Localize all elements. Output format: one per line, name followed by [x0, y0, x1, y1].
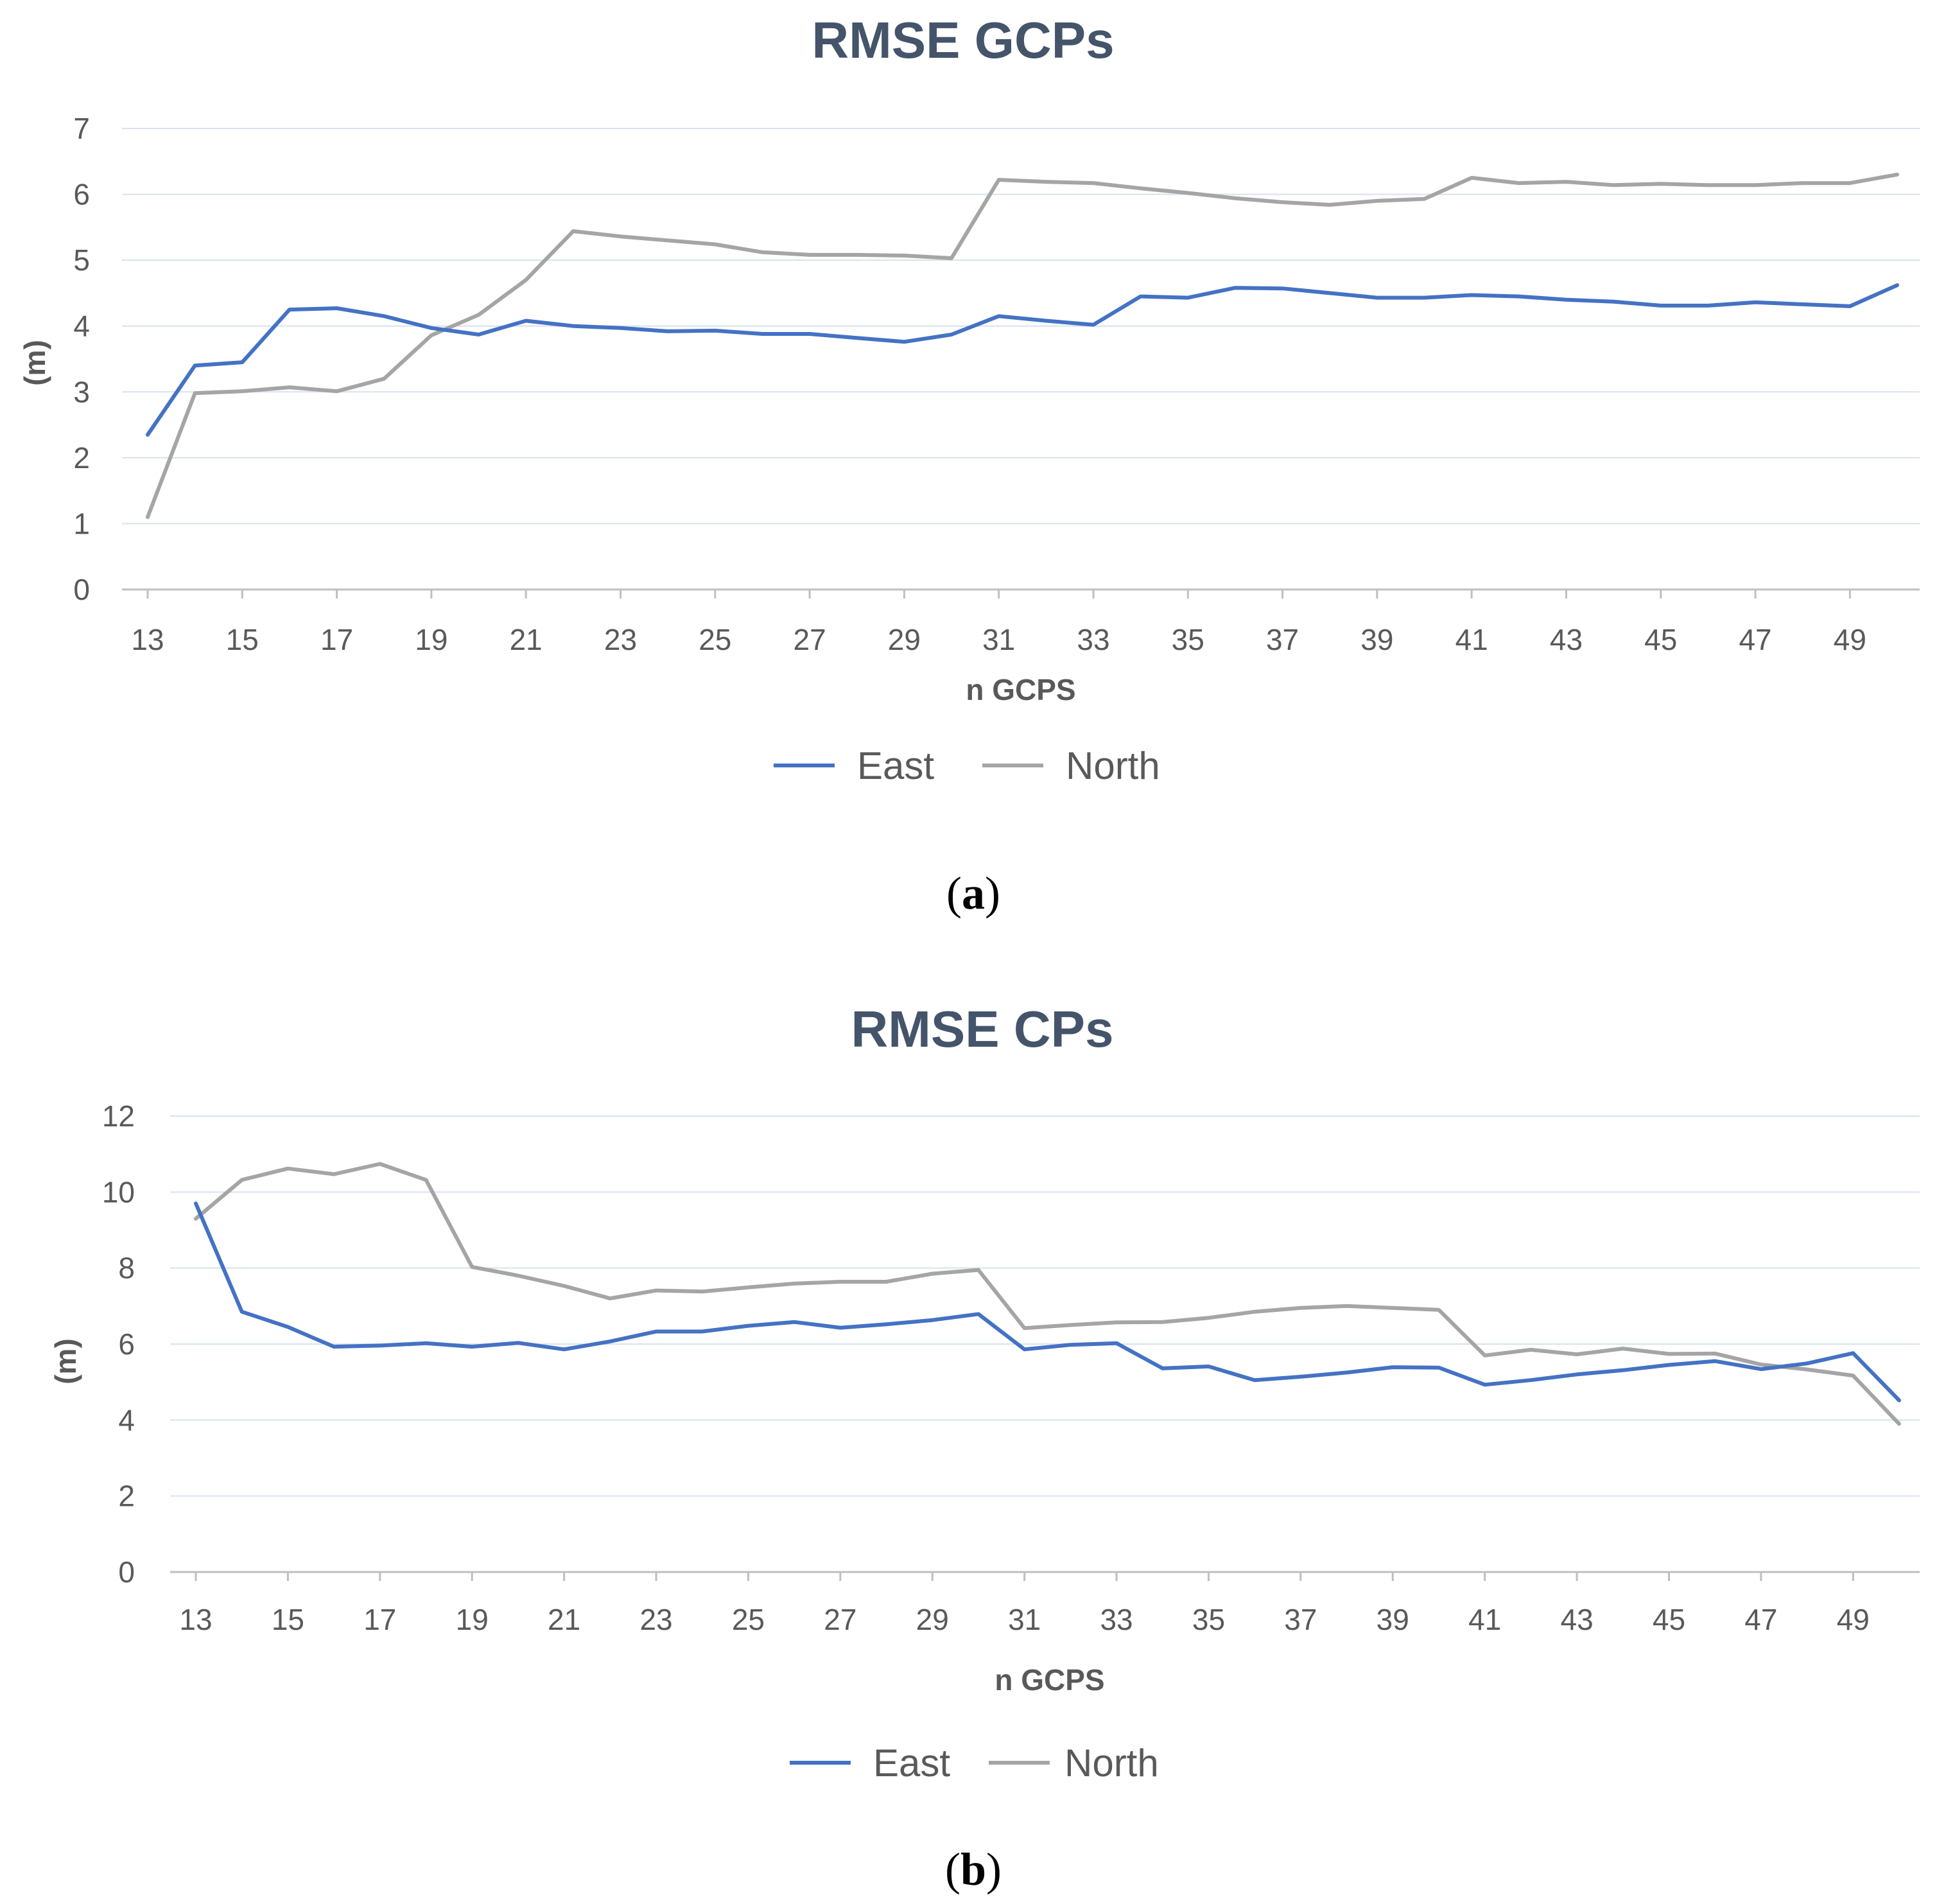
series-line-north: [146, 172, 1899, 520]
x-tick-label: 49: [1834, 623, 1866, 656]
y-tick-label: 7: [73, 112, 90, 145]
chart-title: RMSE GCPs: [812, 12, 1114, 69]
legend-label-north: North: [1064, 1742, 1159, 1785]
x-tick-label: 49: [1837, 1603, 1870, 1636]
x-tick-label: 47: [1744, 1603, 1777, 1636]
y-tick-label: 8: [118, 1252, 135, 1285]
y-tick-labels: 0 1 2 3 4 5 6 7: [73, 112, 90, 606]
series-lines: [146, 172, 1899, 520]
x-tick-label: 13: [131, 623, 164, 656]
y-tick-label: 0: [73, 573, 90, 606]
y-tick-label: 2: [118, 1480, 135, 1513]
x-tick-label: 19: [456, 1603, 489, 1636]
x-tick-label: 45: [1644, 623, 1677, 656]
x-tick-label: 23: [604, 623, 637, 656]
y-tick-label: 6: [118, 1327, 135, 1361]
legend-label-east: East: [873, 1742, 950, 1785]
x-tick-label: 37: [1284, 1603, 1317, 1636]
x-tick-label: 47: [1739, 623, 1771, 656]
y-tick-label: 4: [73, 310, 90, 343]
y-tick-label: 10: [102, 1175, 135, 1209]
panel-caption-a: (a): [946, 868, 1000, 919]
x-tick-label: 33: [1077, 623, 1109, 656]
y-tick-label: 3: [73, 375, 90, 408]
y-tick-label: 0: [118, 1555, 135, 1589]
chart-rmse-cps: RMSE CPs (m) 0 2 4 6 8 10 12 13 15 17 19 21 23 25 27 2…: [49, 1000, 1920, 1895]
series-lines: [194, 1162, 1901, 1426]
legend-label-east: East: [857, 744, 934, 787]
x-tick-label: 45: [1653, 1603, 1685, 1636]
x-tick-label: 39: [1377, 1603, 1409, 1636]
series-line-east: [146, 283, 1899, 437]
y-tick-label: 4: [118, 1403, 135, 1437]
caption-open: (: [945, 1844, 960, 1895]
x-axis-label: n GCPS: [995, 1663, 1104, 1697]
x-tick-labels: 13 15 17 19 21 23 25 27 29 31 33 35 37 39 41 43 45 47 49: [179, 1572, 1870, 1636]
x-tick-label: 35: [1172, 623, 1204, 656]
x-tick-label: 17: [363, 1603, 396, 1636]
x-tick-label: 19: [415, 623, 447, 656]
x-tick-label: 29: [888, 623, 921, 656]
x-tick-label: 43: [1560, 1603, 1593, 1636]
y-axis-label: (m): [18, 340, 51, 386]
y-tick-labels: 0 2 4 6 8 10 12: [102, 1099, 135, 1589]
y-tick-label: 12: [102, 1099, 135, 1133]
x-tick-label: 23: [639, 1603, 672, 1636]
x-tick-label: 17: [320, 623, 353, 656]
series-line-north: [194, 1162, 1901, 1426]
chart-title: RMSE CPs: [851, 1000, 1114, 1058]
panel-caption-b: (b): [945, 1844, 1002, 1895]
x-tick-label: 39: [1360, 623, 1393, 656]
x-tick-label: 15: [272, 1603, 304, 1636]
x-tick-label: 33: [1100, 1603, 1133, 1636]
x-tick-label: 31: [1008, 1603, 1041, 1636]
x-tick-label: 31: [982, 623, 1015, 656]
x-tick-label: 29: [916, 1603, 949, 1636]
caption-close: ): [986, 1844, 1002, 1895]
x-tick-label: 37: [1266, 623, 1299, 656]
x-tick-label: 35: [1192, 1603, 1225, 1636]
x-tick-label: 15: [226, 623, 259, 656]
y-axis-label: (m): [49, 1338, 82, 1384]
legend-label-north: North: [1066, 744, 1160, 787]
x-tick-label: 41: [1468, 1603, 1501, 1636]
gridlines: [122, 128, 1920, 591]
caption-close: ): [985, 868, 1000, 919]
y-tick-label: 5: [73, 243, 90, 277]
caption-open: (: [946, 868, 962, 919]
x-tick-label: 41: [1455, 623, 1488, 656]
x-tick-label: 27: [824, 1603, 856, 1636]
legend: East North: [790, 1742, 1159, 1785]
legend: East North: [774, 744, 1160, 787]
x-tick-label: 13: [179, 1603, 212, 1636]
x-tick-labels: 13 15 17 19 21 23 25 27 29 31 33 35 37 39 41 43 45 47 49: [131, 590, 1866, 656]
caption-letter: b: [960, 1844, 986, 1895]
x-axis-label: n GCPS: [966, 673, 1075, 706]
y-tick-label: 6: [73, 178, 90, 211]
caption-letter: a: [962, 868, 985, 919]
series-line-east: [194, 1201, 1901, 1402]
x-tick-label: 21: [548, 1603, 580, 1636]
x-tick-label: 43: [1550, 623, 1583, 656]
x-tick-label: 21: [510, 623, 543, 656]
x-tick-label: 25: [732, 1603, 765, 1636]
x-tick-label: 25: [699, 623, 731, 656]
y-tick-label: 2: [73, 441, 90, 475]
y-tick-label: 1: [73, 507, 90, 540]
x-tick-label: 27: [793, 623, 826, 656]
